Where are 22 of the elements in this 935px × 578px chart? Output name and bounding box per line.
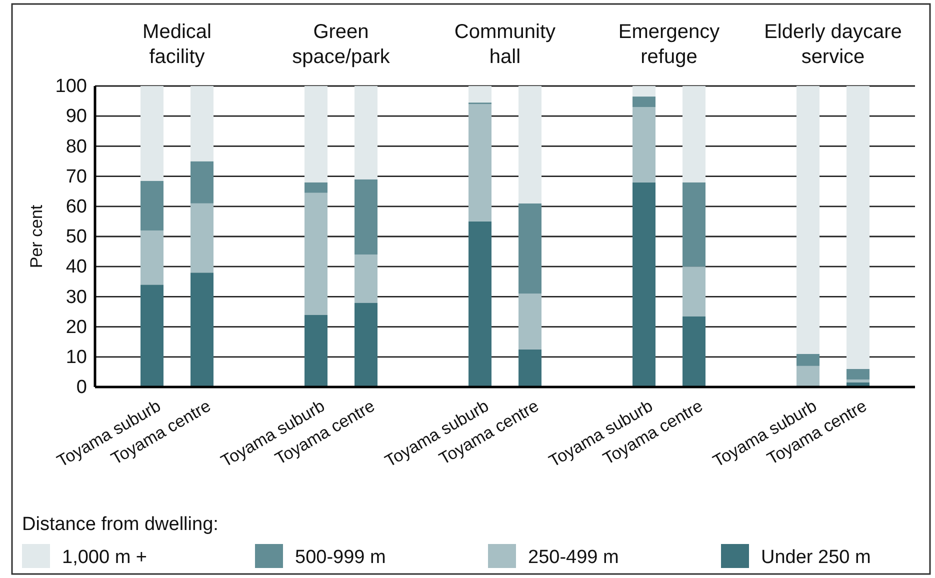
legend-label: 1,000 m + [62, 547, 148, 568]
y-tick-label: 60 [66, 196, 87, 218]
text: Emergency refuge [618, 21, 720, 68]
text: Community hall [454, 21, 556, 68]
legend-label: 500-999 m [295, 547, 386, 568]
y-tick-label: 90 [66, 106, 87, 128]
y-tick-label: 0 [76, 377, 87, 398]
y-tick-label: 30 [66, 286, 87, 308]
y-tick-label: 50 [66, 226, 87, 248]
y-tick-label: 10 [66, 346, 87, 368]
legend-label: 250-499 m [528, 547, 619, 568]
text: Green space/park [292, 21, 391, 68]
legend-label: Under 250 m [761, 547, 871, 568]
y-tick-label: 20 [66, 316, 87, 338]
legend-title: Distance from dwelling: [22, 514, 218, 535]
y-tick-label: 70 [66, 166, 87, 188]
text: Medical facility [142, 21, 212, 68]
text: Elderly daycare service [764, 21, 902, 68]
y-tick-label: 40 [66, 256, 87, 278]
y-axis-title: Per cent [27, 204, 46, 268]
y-tick-label: 80 [66, 136, 87, 158]
y-tick-label: 100 [55, 76, 87, 98]
